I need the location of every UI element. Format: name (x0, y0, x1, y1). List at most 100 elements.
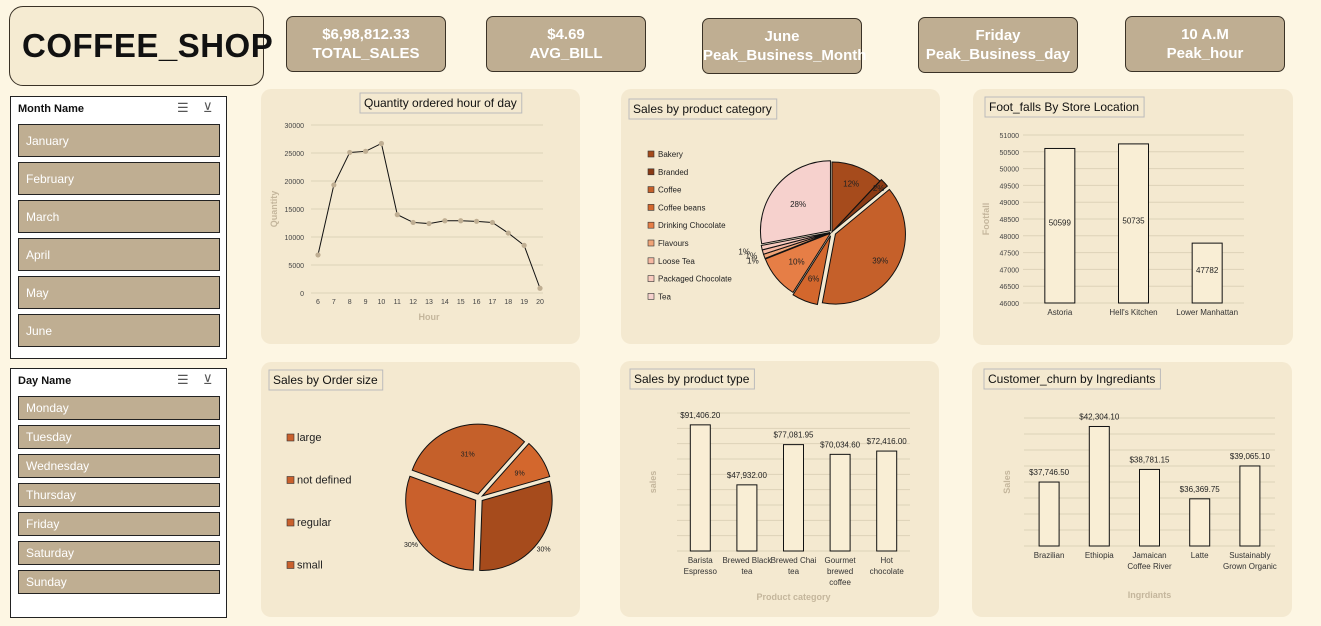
slice-label: 30% (537, 546, 551, 553)
category-label: brewed (827, 567, 853, 576)
bar-value-label: $36,369.75 (1180, 485, 1221, 494)
slicer-item-saturday[interactable]: Saturday (18, 541, 220, 565)
x-tick-label: 8 (348, 299, 352, 306)
x-tick-label: 12 (409, 299, 417, 306)
bar-value-label: 50599 (1049, 219, 1072, 228)
hour-line-chart: Quantity ordered hour of day 0 5000 10000 15… (269, 92, 544, 322)
category-pie-chart: Sales by product category Bakery Branded Co… (628, 98, 906, 306)
y-tick-label: 49000 (1000, 200, 1020, 207)
pie-slice (405, 475, 477, 571)
slicer-item-tuesday[interactable]: Tuesday (18, 425, 220, 449)
bar-value-label: $38,781.15 (1129, 455, 1170, 464)
slicer-header: Month Name ☰ ⊻ (11, 97, 226, 121)
category-label: Hot (880, 556, 893, 565)
kpi-peak-month: June Peak_Business_Month (702, 18, 866, 74)
slicer-item-label: Monday (26, 401, 69, 415)
legend-label: Loose Tea (658, 257, 695, 266)
legend-label: Coffee (658, 186, 682, 195)
multi-select-icon[interactable]: ☰ (177, 372, 189, 387)
category-label: Astoria (1047, 308, 1072, 317)
pie-slice (833, 178, 889, 232)
slicer-item-january[interactable]: January (18, 124, 220, 157)
slicer-item-label: Sunday (26, 575, 67, 589)
legend-swatch (647, 204, 655, 211)
pie-slice (821, 188, 906, 305)
y-tick-label: 48000 (1000, 234, 1020, 241)
legend-label: small (297, 560, 323, 572)
x-tick-label: 16 (473, 299, 481, 306)
x-tick-label: 19 (520, 299, 528, 306)
data-point (458, 218, 464, 224)
bar (1189, 498, 1211, 547)
kpi-label: AVG_BILL (529, 45, 603, 62)
pie-slice (759, 160, 831, 245)
slicer-item-label: April (26, 247, 51, 262)
legend-swatch (647, 168, 655, 176)
y-tick-label: 47500 (1000, 251, 1020, 258)
chart-title-box (983, 368, 1161, 390)
y-tick-label: 46500 (1000, 284, 1020, 291)
slicer-item-wednesday[interactable]: Wednesday (18, 454, 220, 478)
slicer-item-label: January (26, 133, 69, 148)
slice-label: 30% (404, 542, 418, 549)
slicer-item-february[interactable]: February (18, 162, 220, 195)
chart-panel-category: Sales by product category Bakery Branded Co… (621, 89, 940, 344)
legend-swatch (647, 150, 655, 158)
bar (876, 450, 898, 552)
chart-panel-ordersize: Sales by Order size large not defined regul… (261, 362, 580, 617)
clear-filter-icon[interactable]: ⊻ (203, 372, 213, 387)
data-point (378, 140, 385, 147)
slicer-item-june[interactable]: June (18, 314, 220, 347)
category-label: Brewed Chai (771, 556, 817, 565)
chart-panel-ptype: Sales by product type $91,406.20 Barista Es… (620, 361, 939, 617)
legend-label: Drinking Chocolate (658, 221, 726, 230)
bar (1239, 465, 1261, 547)
slice-label: 1% (738, 248, 750, 257)
chart-panel-location: Foot_falls By Store Location 46000 46500 47… (973, 89, 1293, 345)
slicer-item-march[interactable]: March (18, 200, 220, 233)
month-slicer: Month Name ☰ ⊻ January February March Ap… (10, 96, 227, 359)
slicer-item-thursday[interactable]: Thursday (18, 483, 220, 507)
slicer-item-april[interactable]: April (18, 238, 220, 271)
kpi-value: $6,98,812.33 (322, 26, 410, 43)
bar-value-label: $39,065.10 (1230, 452, 1271, 461)
legend-label: regular (297, 517, 332, 529)
slicer-item-label: Saturday (26, 546, 75, 560)
bar (736, 484, 758, 552)
category-label: Hell's Kitchen (1109, 308, 1157, 317)
data-point (362, 148, 369, 154)
x-tick-label: 13 (425, 299, 433, 306)
x-tick-label: 14 (441, 299, 449, 306)
slicer-item-friday[interactable]: Friday (18, 512, 220, 536)
slicer-item-label: June (26, 323, 53, 338)
kpi-label: TOTAL_SALES (312, 45, 420, 62)
x-axis-label: Product category (756, 592, 830, 602)
bar (1044, 147, 1076, 304)
legend-label: large (297, 432, 321, 444)
slice-label: 6% (808, 274, 820, 283)
slicer-item-sunday[interactable]: Sunday (18, 570, 220, 594)
legend-swatch (647, 239, 655, 247)
multi-select-icon[interactable]: ☰ (177, 100, 189, 115)
bar-value-label: 50735 (1122, 216, 1145, 225)
slicer-item-label: May (26, 285, 49, 300)
bar-value-label: $91,406.20 (680, 411, 721, 420)
x-tick-label: 20 (536, 299, 544, 306)
x-tick-label: 7 (332, 299, 336, 306)
category-label: chocolate (870, 567, 905, 576)
chart-title-box (984, 96, 1145, 118)
category-label: Jamaican (1132, 551, 1166, 560)
series-line (317, 142, 541, 289)
legend-swatch (286, 518, 295, 527)
data-point (505, 230, 511, 236)
slicer-item-monday[interactable]: Monday (18, 396, 220, 420)
y-tick-label: 0 (300, 291, 304, 298)
category-label: Ethiopia (1085, 551, 1114, 560)
clear-filter-icon[interactable]: ⊻ (203, 100, 213, 115)
slicer-item-may[interactable]: May (18, 276, 220, 309)
category-label: Sustainably (1229, 551, 1270, 560)
pie-slice (764, 232, 832, 294)
y-tick-label: 47000 (1000, 267, 1020, 274)
kpi-total-sales: $6,98,812.33 TOTAL_SALES (286, 16, 446, 72)
category-label: Lower Manhattan (1176, 308, 1238, 317)
